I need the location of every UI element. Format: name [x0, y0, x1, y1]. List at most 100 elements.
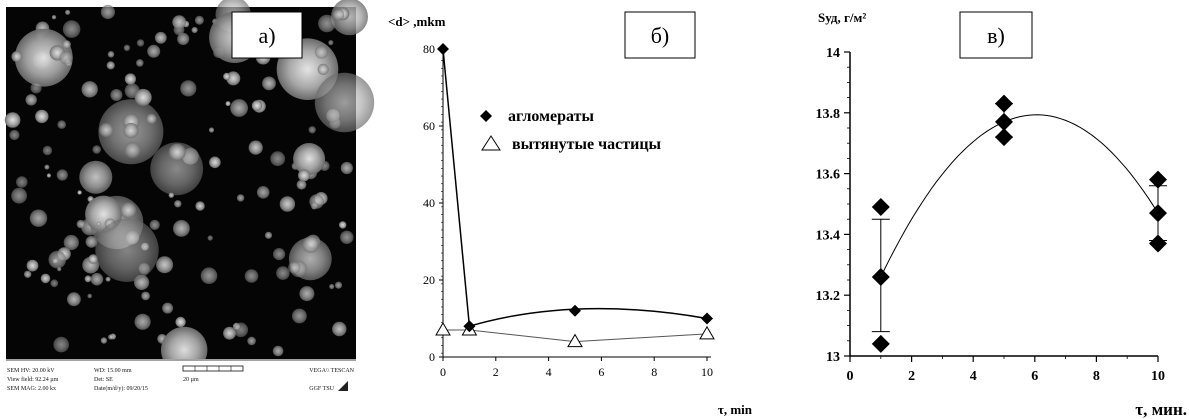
- sem-particle: [162, 302, 174, 314]
- sem-particle: [136, 59, 144, 67]
- chartB-ytick-label: 0: [429, 350, 435, 364]
- chartC-diamond-point: [871, 267, 890, 286]
- sem-particle: [95, 218, 159, 282]
- sem-particle: [247, 336, 256, 346]
- sem-particle: [56, 169, 68, 181]
- sem-particle: [273, 248, 286, 261]
- sem-particle: [88, 254, 98, 264]
- sem-particle: [302, 236, 320, 253]
- sem-particle: [296, 179, 307, 190]
- sem-particle: [46, 173, 52, 178]
- sem-particle: [51, 15, 57, 20]
- sem-particle: [293, 143, 326, 175]
- sem-particle: [53, 336, 69, 353]
- sem-particle: [134, 313, 151, 330]
- sem-particle: [332, 8, 345, 21]
- chartC-xtick-label: 8: [1093, 369, 1100, 384]
- sem-particle: [174, 200, 182, 208]
- chartC-diamond-point: [995, 94, 1013, 113]
- sem-particle: [309, 194, 324, 209]
- sem-panel-label: а): [258, 23, 275, 48]
- chartB-ytick-label: 80: [423, 42, 435, 56]
- sem-particle: [168, 192, 174, 198]
- sem-particle: [340, 230, 354, 244]
- sem-particle: [147, 44, 161, 58]
- sem-particle: [209, 156, 221, 169]
- sem-particle: [236, 194, 245, 202]
- sem-particle: [108, 334, 114, 340]
- sem-particle: [233, 322, 249, 338]
- sem-particle: [79, 160, 113, 194]
- sem-scale-label: 20 µm: [183, 377, 199, 383]
- chartB-label-box: [624, 11, 696, 59]
- sem-particle: [200, 267, 218, 285]
- chartB-diamond-point: [437, 43, 449, 55]
- sem-particle: [48, 250, 67, 269]
- sem-particle: [270, 151, 286, 167]
- chartC-ytick-label: 13.8: [816, 107, 841, 122]
- chartB-panel-label: б): [651, 23, 670, 48]
- chartC-xlabel: τ, мин.: [1135, 400, 1187, 419]
- sem-particle: [85, 235, 98, 248]
- sem-det: Det: SE: [94, 377, 113, 383]
- chartC-diamond-point: [995, 112, 1013, 131]
- sem-particle: [248, 140, 263, 155]
- sem-particle: [92, 145, 101, 154]
- sem-particle: [50, 279, 59, 288]
- chartB-xtick-label: 2: [493, 365, 499, 379]
- chartB-ytick-label: 20: [423, 273, 435, 287]
- sem-particle: [262, 76, 276, 91]
- sem-particle: [328, 40, 334, 46]
- sem-particle: [334, 281, 343, 289]
- sem-particle: [173, 220, 190, 237]
- chartB-xlabel: τ, min: [718, 402, 753, 417]
- sem-particle: [329, 283, 335, 290]
- sem-particle: [100, 4, 115, 20]
- sem-particle: [264, 231, 273, 239]
- chartC-ytick-label: 13.4: [816, 228, 841, 243]
- sem-particle: [105, 276, 111, 282]
- sem-particle: [225, 101, 231, 107]
- sem-particle: [288, 261, 301, 274]
- sem-particle: [172, 15, 187, 29]
- sem-particle: [15, 176, 28, 188]
- sem-particle: [4, 112, 21, 128]
- chartC-ytick-label: 13.2: [816, 289, 841, 304]
- chartC-ytick-label: 13.6: [816, 168, 841, 183]
- sem-particle: [195, 201, 205, 211]
- sem-particle: [207, 235, 213, 241]
- chartB-legend-2: вытянутые частицы: [512, 136, 662, 153]
- sem-particle: [123, 44, 131, 51]
- chartC-xtick-label: 4: [970, 369, 977, 384]
- chartC-xtick-label: 2: [908, 369, 915, 384]
- sem-particle: [123, 122, 139, 139]
- sem-particle: [298, 169, 310, 182]
- sem-particle: [124, 73, 136, 85]
- sem-hv: SEM HV: 20.00 kV: [7, 368, 55, 374]
- sem-particle: [136, 39, 145, 47]
- chartC-panel-label: в): [987, 23, 1005, 48]
- chartB-xtick-label: 4: [546, 365, 552, 379]
- sem-particle: [106, 61, 115, 70]
- chartB-ylabel: <d> ,mkm: [388, 14, 446, 29]
- sem-particle: [24, 270, 32, 278]
- sem-particle: [40, 273, 51, 284]
- chartC-xtick-label: 6: [1031, 369, 1038, 384]
- chartB-ytick-label: 60: [423, 119, 435, 133]
- sem-particle: [177, 32, 190, 46]
- chartC-diamond-point: [871, 334, 890, 353]
- sem-particle: [154, 31, 167, 44]
- chartC-diamond-point: [995, 128, 1013, 147]
- sem-particle: [318, 14, 336, 33]
- sem-particle: [42, 145, 53, 156]
- sem-lab: GGF TSU: [309, 386, 334, 392]
- chartC-xtick-label: 10: [1151, 369, 1165, 384]
- sem-particle: [272, 345, 284, 357]
- sem-particle: [62, 40, 71, 49]
- sem-view-field: View field: 92.24 µm: [7, 376, 59, 383]
- sem-particle: [223, 326, 236, 340]
- sem-particle: [14, 28, 73, 87]
- sem-particle: [149, 219, 160, 230]
- legend-diamond-icon: [480, 110, 492, 122]
